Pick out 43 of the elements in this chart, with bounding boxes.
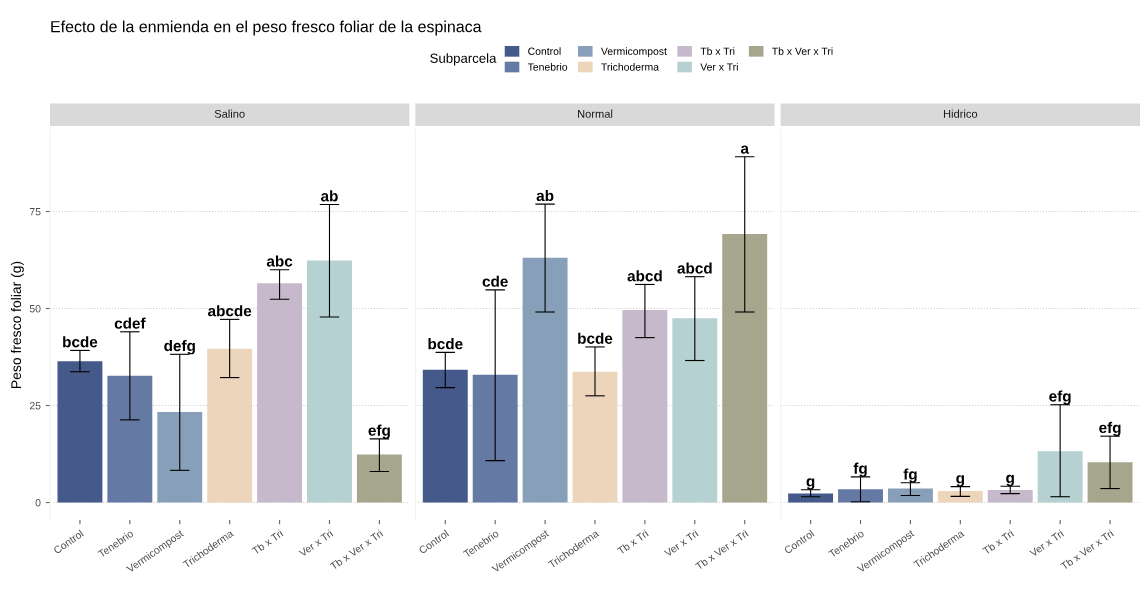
annotation: abcd [627, 270, 662, 282]
y-tick-label: 25 [29, 402, 41, 410]
legend-label: Tb x Tri [700, 47, 735, 55]
chart-title: Hidrico [943, 109, 978, 118]
annotation: fg [853, 462, 867, 477]
legend-label: Tenebrio [527, 62, 568, 71]
annotation: g [1006, 474, 1014, 487]
x-tick-label: Ver x Tri [1028, 529, 1064, 558]
x-tick-label: Tb x Tri [616, 529, 649, 556]
annotation: a [740, 145, 750, 154]
legend-label: Ver x Tri [700, 62, 738, 71]
annotation: bcde [63, 336, 98, 348]
annotation: efg [1049, 390, 1071, 405]
y-tick-label: 50 [29, 305, 41, 313]
legend-label: Vermicompost [600, 47, 667, 57]
legend-label: Tb x Ver x Tri [772, 47, 833, 55]
annotation: cdef [114, 317, 146, 329]
annotation: g [806, 478, 815, 490]
legend-title: Subparcela [430, 53, 497, 66]
annotation: efg [368, 424, 390, 439]
y-tick-label: 0 [35, 499, 41, 507]
legend-label: Control [528, 47, 561, 55]
annotation: fg [903, 468, 917, 483]
annotation: efg [1099, 421, 1121, 437]
annotation: ab [321, 190, 338, 202]
x-tick-label: Tb x Tri [251, 529, 284, 556]
chart-title: Salino [214, 109, 245, 118]
annotation: bcde [428, 338, 463, 350]
annotation: abcd [677, 262, 712, 274]
x-tick-label: Ver x Tri [663, 529, 699, 558]
legend-label: Trichoderma [601, 62, 660, 71]
annotation: abc [266, 255, 293, 267]
chart-title: Normal [578, 109, 613, 118]
x-tick-label: Tb x Tri [981, 529, 1015, 556]
y-tick-label: 75 [29, 208, 41, 216]
annotation: bcde [578, 332, 613, 344]
annotation: abcde [208, 305, 252, 317]
text: Efecto de la enmienda en el peso fresco foliar de la espinaca [51, 20, 482, 36]
annotation: ab [536, 189, 554, 202]
annotation: cde [482, 275, 508, 287]
x-tick-label: Ver x Tri [298, 529, 334, 558]
annotation: defg [164, 339, 195, 355]
y-axis-title: Peso fresco foliar (g) [10, 261, 24, 388]
